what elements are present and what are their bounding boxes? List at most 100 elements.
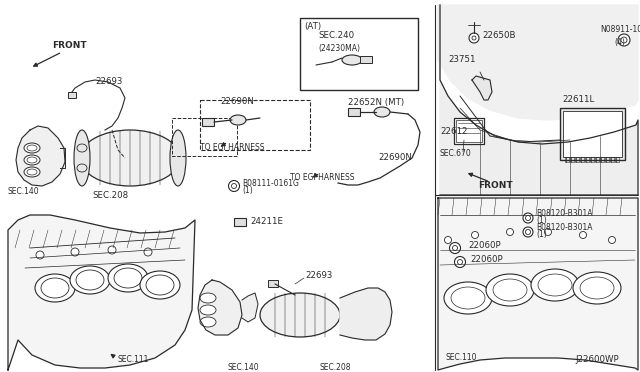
- Text: SEC.208: SEC.208: [320, 363, 351, 372]
- Circle shape: [523, 227, 533, 237]
- Bar: [68, 92, 76, 98]
- Polygon shape: [438, 5, 638, 120]
- Bar: [590, 157, 594, 162]
- Text: TO EGI HARNESS: TO EGI HARNESS: [290, 173, 355, 183]
- Bar: [570, 157, 574, 162]
- Text: 22650B: 22650B: [482, 31, 515, 39]
- Ellipse shape: [342, 55, 362, 65]
- Text: (4): (4): [614, 38, 625, 46]
- Text: 22611L: 22611L: [562, 96, 595, 105]
- Text: J22600WP: J22600WP: [575, 356, 619, 365]
- Text: 22693: 22693: [305, 270, 332, 279]
- Ellipse shape: [80, 130, 180, 186]
- Bar: [585, 157, 589, 162]
- Ellipse shape: [35, 274, 75, 302]
- Text: FRONT: FRONT: [52, 41, 86, 49]
- Polygon shape: [8, 215, 195, 370]
- Ellipse shape: [374, 107, 390, 117]
- Ellipse shape: [260, 293, 340, 337]
- Polygon shape: [472, 76, 492, 100]
- Bar: [300, 18, 418, 90]
- Text: 22060P: 22060P: [468, 241, 500, 250]
- Bar: [595, 157, 599, 162]
- Text: SEC.208: SEC.208: [92, 192, 128, 201]
- Bar: [605, 157, 609, 162]
- Bar: [234, 218, 246, 226]
- Polygon shape: [440, 5, 638, 195]
- Bar: [615, 157, 619, 162]
- Text: B08111-0161G: B08111-0161G: [242, 180, 299, 189]
- Bar: [454, 118, 484, 144]
- Ellipse shape: [531, 269, 579, 301]
- Circle shape: [469, 33, 479, 43]
- Ellipse shape: [230, 115, 246, 125]
- Ellipse shape: [200, 305, 216, 315]
- Bar: [563, 111, 622, 157]
- Circle shape: [228, 180, 239, 192]
- Polygon shape: [16, 126, 65, 186]
- Bar: [600, 157, 604, 162]
- Text: TO EGI HARNESS: TO EGI HARNESS: [200, 142, 264, 151]
- Text: SEC.111: SEC.111: [118, 356, 149, 365]
- Text: B08120-B301A: B08120-B301A: [536, 209, 593, 218]
- Bar: [565, 157, 569, 162]
- Text: (1): (1): [242, 186, 253, 196]
- Polygon shape: [60, 148, 65, 168]
- Text: (24230MA): (24230MA): [318, 44, 360, 52]
- Circle shape: [449, 243, 461, 253]
- Text: (AT): (AT): [304, 22, 321, 31]
- Text: SEC.140: SEC.140: [228, 363, 260, 372]
- Text: 22060P: 22060P: [470, 256, 502, 264]
- Circle shape: [144, 248, 152, 256]
- Circle shape: [579, 231, 586, 238]
- Circle shape: [36, 251, 44, 259]
- Circle shape: [472, 231, 479, 238]
- Text: SEC.240: SEC.240: [318, 32, 354, 41]
- Text: N08911-1062G: N08911-1062G: [600, 26, 640, 35]
- Text: SEC.670: SEC.670: [440, 150, 472, 158]
- Bar: [580, 157, 584, 162]
- Bar: [560, 108, 625, 160]
- Text: SEC.140: SEC.140: [8, 187, 40, 196]
- Text: SEC.110: SEC.110: [445, 353, 477, 362]
- Ellipse shape: [140, 271, 180, 299]
- Bar: [348, 108, 360, 116]
- Circle shape: [506, 228, 513, 235]
- Bar: [172, 118, 237, 156]
- Ellipse shape: [70, 266, 110, 294]
- Text: FRONT: FRONT: [478, 180, 513, 189]
- Text: (1): (1): [536, 230, 547, 238]
- Text: B08120-B301A: B08120-B301A: [536, 224, 593, 232]
- Bar: [202, 118, 214, 126]
- Text: 22612: 22612: [440, 128, 467, 137]
- Text: 23751: 23751: [448, 55, 476, 64]
- Text: 22690N: 22690N: [378, 154, 412, 163]
- Ellipse shape: [74, 130, 90, 186]
- Polygon shape: [340, 288, 392, 340]
- Bar: [268, 280, 278, 287]
- Circle shape: [71, 248, 79, 256]
- Ellipse shape: [24, 143, 40, 153]
- Polygon shape: [242, 293, 258, 322]
- Circle shape: [445, 237, 451, 244]
- Bar: [360, 56, 372, 63]
- Ellipse shape: [170, 130, 186, 186]
- Circle shape: [523, 213, 533, 223]
- Bar: [610, 157, 614, 162]
- Ellipse shape: [24, 167, 40, 177]
- Circle shape: [618, 34, 630, 46]
- Bar: [200, 100, 310, 150]
- Ellipse shape: [486, 274, 534, 306]
- Bar: [456, 120, 482, 142]
- Text: 22693: 22693: [95, 77, 122, 87]
- Ellipse shape: [108, 264, 148, 292]
- Circle shape: [108, 246, 116, 254]
- Circle shape: [609, 237, 616, 244]
- Text: 22652N (MT): 22652N (MT): [348, 97, 404, 106]
- Ellipse shape: [444, 282, 492, 314]
- Text: 24211E: 24211E: [250, 218, 283, 227]
- Ellipse shape: [24, 155, 40, 165]
- Ellipse shape: [200, 293, 216, 303]
- Ellipse shape: [200, 317, 216, 327]
- Bar: [575, 157, 579, 162]
